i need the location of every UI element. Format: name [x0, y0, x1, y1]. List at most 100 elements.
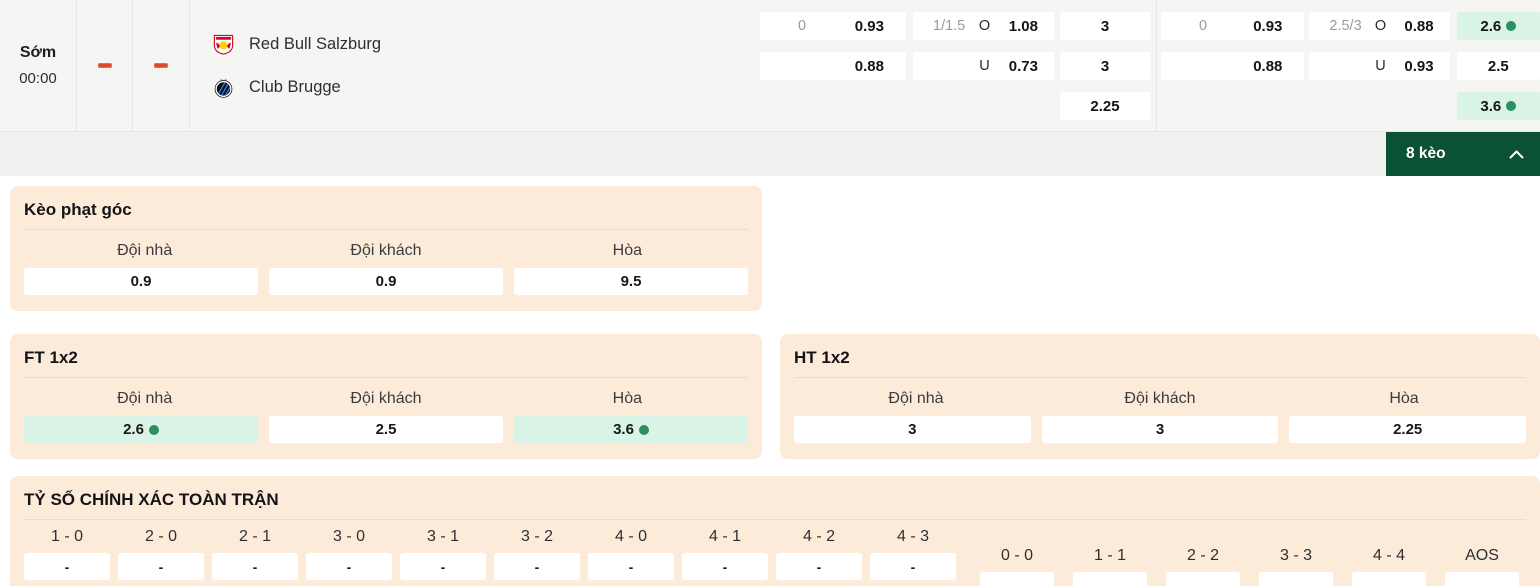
over-odds-cell[interactable]: 2.5/3 O 0.88: [1309, 12, 1450, 40]
teams-column: Red Bull Salzburg Club Brugge: [190, 0, 752, 131]
away-column-header: Đội khách: [1124, 390, 1196, 407]
home-column-header: Đội nhà: [888, 390, 944, 407]
draw-odds-cell[interactable]: 2.25: [1289, 416, 1527, 443]
odds-count-toggle-button[interactable]: 8 kèo: [1386, 132, 1540, 176]
score-label: 1 - 1: [1093, 547, 1126, 564]
hdp-odds: 0.88: [854, 57, 884, 75]
under-odds-cell[interactable]: U 0.73: [913, 52, 1054, 80]
score-odds-cell[interactable]: -: [1259, 572, 1333, 586]
score-label: 2 - 1: [238, 528, 271, 545]
hdp-home-odds-cell[interactable]: 0 0.93: [760, 12, 906, 40]
under-odds: 0.73: [1008, 57, 1038, 75]
draw-column-header: Hòa: [1389, 390, 1419, 407]
score-label: 4 - 2: [802, 528, 835, 545]
score-odds-cell[interactable]: -: [306, 553, 392, 580]
score-label: 0 - 0: [1000, 547, 1033, 564]
x2-away-odds-cell[interactable]: 3: [1060, 52, 1150, 80]
correct-score-column: 4 - 1 - -: [682, 528, 768, 586]
live-dot-icon: [638, 424, 649, 435]
draw-odds-cell[interactable]: 9.5: [514, 268, 748, 295]
under-odds: 0.93: [1404, 57, 1434, 75]
away-column-header: Đội khách: [350, 390, 422, 407]
hdp-odds: 0.93: [1253, 17, 1283, 35]
odds-count-label: 8 kèo: [1406, 145, 1446, 162]
home-team-name: Red Bull Salzburg: [249, 34, 382, 53]
score-label: AOS: [1465, 547, 1499, 564]
correct-score-column: 3 - 2 - -: [494, 528, 580, 586]
away-odds-cell[interactable]: 0.9: [269, 268, 503, 295]
x2-odds: 2.25: [1090, 97, 1120, 115]
correct-score-column: 4 - 3 - -: [870, 528, 956, 586]
x2-home-odds-cell[interactable]: 3: [1060, 12, 1150, 40]
score-odds-cell[interactable]: -: [980, 572, 1054, 586]
x2-home-odds-cell-highlighted[interactable]: 2.6: [1456, 12, 1540, 40]
chevron-up-icon: [1509, 150, 1524, 158]
score-odds-cell[interactable]: -: [588, 553, 674, 580]
score-odds-cell[interactable]: -: [212, 553, 298, 580]
hdp-home-odds-cell[interactable]: 0 0.93: [1161, 12, 1305, 40]
panel-title: Kèo phạt góc: [24, 200, 748, 230]
panel-title: FT 1x2: [24, 348, 748, 378]
match-status: Sớm: [19, 44, 57, 61]
home-odds-cell[interactable]: 3: [794, 416, 1031, 443]
club-brugge-logo-icon: [214, 77, 233, 98]
away-team-row[interactable]: Club Brugge: [212, 76, 752, 99]
ou-line: 2.5/3: [1329, 18, 1362, 34]
home-odds-cell[interactable]: 0.9: [24, 268, 258, 295]
ft-1x2-panel: FT 1x2 Đội nhà Đội khách Hòa 2.6 2.5 3.6: [10, 334, 762, 459]
score-odds-cell[interactable]: -: [1445, 572, 1519, 586]
away-odds-cell[interactable]: 2.5: [269, 416, 503, 443]
score-label: 2 - 0: [144, 528, 177, 545]
home-odds-cell-highlighted[interactable]: 2.6: [24, 416, 258, 443]
hdp-away-odds-cell[interactable]: 0.88: [760, 52, 906, 80]
score-label: 4 - 0: [614, 528, 647, 545]
under-label: U: [979, 58, 990, 74]
score-odds-cell[interactable]: -: [494, 553, 580, 580]
score-odds-cell[interactable]: -: [1166, 572, 1240, 586]
score-odds-cell[interactable]: -: [682, 553, 768, 580]
hdp-odds: 0.88: [1253, 57, 1283, 75]
hdp-away-odds-cell[interactable]: 0.88: [1161, 52, 1305, 80]
under-odds-cell[interactable]: U 0.93: [1309, 52, 1450, 80]
score-label: 1 - 0: [50, 528, 83, 545]
away-team-name: Club Brugge: [249, 77, 341, 96]
score-label: 3 - 1: [426, 528, 459, 545]
correct-score-single-row-group: 0 - 0 - 1 - 1 - 2 - 2 - 3 - 3: [980, 547, 1519, 586]
correct-score-column: AOS -: [1445, 547, 1519, 586]
score-label: 3 - 2: [520, 528, 553, 545]
over-odds: 0.88: [1404, 17, 1434, 35]
odds-block-1: 0 0.93 1/1.5 O 1.08 3 0.88 U 0.73: [752, 0, 1156, 131]
score-odds-cell[interactable]: -: [400, 553, 486, 580]
under-label: U: [1375, 58, 1386, 74]
draw-odds-cell-highlighted[interactable]: 3.6: [514, 416, 748, 443]
score-odds-cell[interactable]: -: [1073, 572, 1147, 586]
x2-away-odds-cell[interactable]: 2.5: [1456, 52, 1540, 80]
home-score-dash: [97, 63, 112, 68]
correct-score-column: 3 - 0 - -: [306, 528, 392, 586]
live-dot-icon: [1506, 101, 1517, 111]
score-odds-cell[interactable]: -: [1352, 572, 1426, 586]
correct-score-column: 3 - 3 -: [1259, 547, 1333, 586]
x2-draw-odds-cell-highlighted[interactable]: 3.6: [1456, 92, 1540, 120]
hdp-line: 0: [798, 18, 807, 34]
score-odds-cell[interactable]: -: [870, 553, 956, 580]
correct-score-column: 4 - 4 -: [1352, 547, 1426, 586]
x2-draw-odds-cell[interactable]: 2.25: [1060, 92, 1150, 120]
draw-column-header: Hòa: [612, 242, 642, 259]
score-label: 3 - 0: [332, 528, 365, 545]
away-odds-cell[interactable]: 3: [1041, 416, 1279, 443]
live-dot-icon: [148, 424, 159, 435]
match-time: 00:00: [19, 70, 57, 87]
score-odds-cell[interactable]: -: [776, 553, 862, 580]
score-label: 4 - 4: [1372, 547, 1405, 564]
score-odds-cell[interactable]: -: [118, 553, 204, 580]
odds-toolbar: 8 kèo: [0, 132, 1540, 176]
over-odds-cell[interactable]: 1/1.5 O 1.08: [913, 12, 1054, 40]
correct-score-column: 4 - 0 - -: [588, 528, 674, 586]
ou-line: 1/1.5: [933, 18, 966, 34]
home-team-row[interactable]: Red Bull Salzburg: [212, 33, 752, 56]
over-label: O: [1374, 18, 1387, 34]
match-row: Sớm 00:00 Red Bull Salzburg: [0, 0, 1540, 132]
score-odds-cell[interactable]: -: [24, 553, 110, 580]
odds-value: 2.6: [123, 421, 144, 438]
